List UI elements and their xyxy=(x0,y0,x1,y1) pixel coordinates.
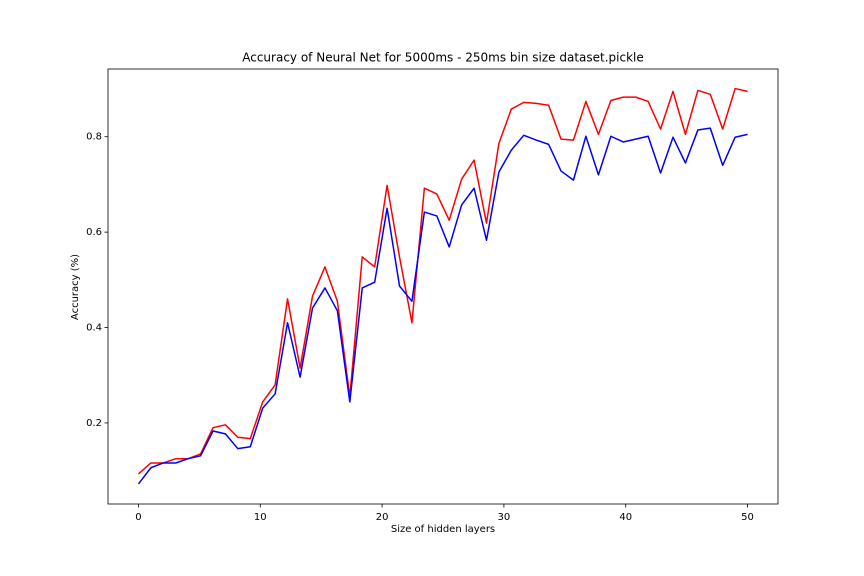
y-tick-label: 0.8 xyxy=(86,132,102,143)
x-tick-label: 10 xyxy=(254,512,267,523)
x-tick-label: 50 xyxy=(741,512,754,523)
x-tick-label: 0 xyxy=(135,512,141,523)
plot-frame xyxy=(107,68,779,505)
x-axis-label: Size of hidden layers xyxy=(391,524,495,535)
y-axis-label: Accuracy (%) xyxy=(70,254,81,320)
y-tick-label: 0.6 xyxy=(86,227,102,238)
line-series xyxy=(137,127,748,485)
y-tick-label: 0.2 xyxy=(86,418,102,429)
line-series xyxy=(137,87,748,475)
chart-title: Accuracy of Neural Net for 5000ms - 250m… xyxy=(242,51,644,65)
x-tick-label: 20 xyxy=(376,512,389,523)
x-tick-label: 40 xyxy=(619,512,632,523)
x-tick-label: 30 xyxy=(498,512,511,523)
y-tick-label: 0.4 xyxy=(86,323,102,334)
